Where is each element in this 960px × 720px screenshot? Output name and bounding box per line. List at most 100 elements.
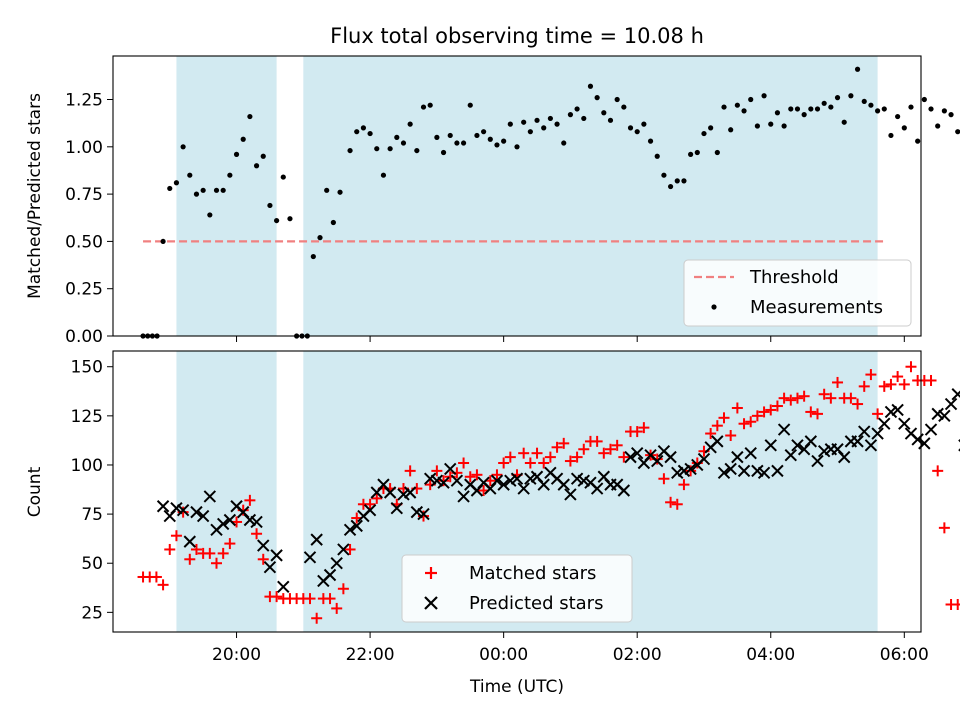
measurements-point <box>330 219 336 226</box>
matched-stars-point <box>938 522 950 534</box>
measurements-point <box>728 127 734 133</box>
matched-stars-point <box>558 437 570 449</box>
measurements-point <box>481 129 487 135</box>
measurements-point <box>587 83 594 89</box>
matched-stars-point <box>852 398 864 410</box>
predicted-stars-point <box>383 486 397 499</box>
measurements-point <box>310 253 316 260</box>
predicted-stars-point <box>697 452 711 466</box>
measurements-point <box>694 149 700 156</box>
matched-stars-point <box>190 543 202 555</box>
predicted-stars-point <box>303 551 317 564</box>
predicted-stars-point <box>363 503 377 517</box>
matched-stars-point <box>678 479 690 491</box>
predicted-stars-point <box>223 513 237 527</box>
predicted-stars-point <box>190 505 203 519</box>
count-y-tick-label: 150 <box>71 358 103 378</box>
matched-stars-point <box>711 420 723 432</box>
matched-stars-point <box>591 435 603 447</box>
predicted-stars-point <box>156 500 170 513</box>
measurements-point <box>601 110 607 116</box>
matched-stars-point <box>658 473 670 485</box>
measurements-point <box>521 119 527 125</box>
measurements-point <box>895 113 901 120</box>
predicted-stars-point <box>263 560 277 574</box>
matched-stars-point <box>765 404 777 416</box>
measurements-point <box>274 217 280 224</box>
predicted-stars-point <box>590 482 604 495</box>
measurements-point <box>387 146 393 152</box>
matched-stars-point <box>638 422 650 434</box>
ratio-y-tick-label: 1.00 <box>65 138 103 158</box>
predicted-stars-point <box>257 539 270 552</box>
measurements-point <box>801 112 807 118</box>
matched-stars-point <box>184 553 196 565</box>
measurements-point <box>828 104 834 110</box>
measurements-point <box>380 172 387 178</box>
measurements-point <box>741 108 747 114</box>
matched-stars-point <box>758 406 770 418</box>
matched-stars-point <box>157 579 169 591</box>
measurements-point <box>541 125 547 131</box>
matched-stars-point <box>150 571 162 583</box>
matched-stars-point <box>217 547 229 559</box>
measurements-point <box>681 178 687 184</box>
measurements-point <box>874 108 881 114</box>
measurements-point <box>547 115 553 122</box>
matched-stars-point <box>611 439 623 451</box>
matched-stars-point <box>771 400 783 412</box>
matched-stars-point <box>718 412 730 424</box>
measurements-point <box>247 113 253 120</box>
measurements-point <box>193 191 200 197</box>
measurements-point <box>848 93 854 99</box>
matched-stars-point <box>898 378 910 390</box>
count-observing-window <box>176 351 277 632</box>
predicted-stars-point <box>497 478 510 491</box>
matched-stars-point <box>858 380 870 392</box>
matched-stars-point <box>504 451 516 463</box>
measurements-point <box>574 106 580 112</box>
matched-stars-point <box>364 498 376 510</box>
matched-stars-point <box>738 418 750 430</box>
measurements-point <box>714 149 720 156</box>
predicted-stars-point <box>450 474 464 487</box>
measurements-point <box>494 142 500 148</box>
measurements-point <box>240 136 246 142</box>
measurements-point <box>220 187 226 193</box>
measurements-point <box>420 104 427 110</box>
matched-stars-point <box>705 428 717 440</box>
ratio-legend: Threshold Measurements <box>683 259 912 327</box>
predicted-stars-point <box>791 439 804 452</box>
measurements-point <box>501 138 507 144</box>
count-y-tick-label: 125 <box>71 407 103 427</box>
measurements-point <box>614 96 620 103</box>
predicted-stars-point <box>684 462 697 476</box>
measurements-point <box>781 123 787 129</box>
measurements-point <box>427 102 433 108</box>
matched-stars-point <box>805 406 817 418</box>
predicted-stars-point <box>617 484 631 497</box>
matched-stars-point <box>872 408 884 420</box>
predicted-stars-point <box>744 446 757 460</box>
ratio-y-tick-label: 0.50 <box>65 232 103 252</box>
count-legend-matched-label: Matched stars <box>469 563 596 584</box>
measurements-point <box>414 147 420 154</box>
predicted-stars-point <box>771 464 784 478</box>
measurements-point <box>754 123 760 129</box>
x-axis-label: Time (UTC) <box>469 677 564 697</box>
matched-stars-point <box>498 457 510 469</box>
measurements-point <box>554 121 560 127</box>
matched-stars-point <box>892 371 904 383</box>
predicted-stars-point <box>444 462 457 476</box>
matched-stars-point <box>798 390 810 402</box>
predicted-stars-point <box>330 557 343 570</box>
matched-stars-point <box>811 408 823 420</box>
predicted-stars-point <box>390 501 404 515</box>
matched-stars-point <box>878 380 890 392</box>
measurements-point <box>167 185 173 192</box>
matched-stars-point <box>311 612 323 624</box>
count-legend-predicted-swatch <box>424 596 438 610</box>
measurements-point <box>280 174 286 180</box>
measurements-point <box>701 130 707 137</box>
